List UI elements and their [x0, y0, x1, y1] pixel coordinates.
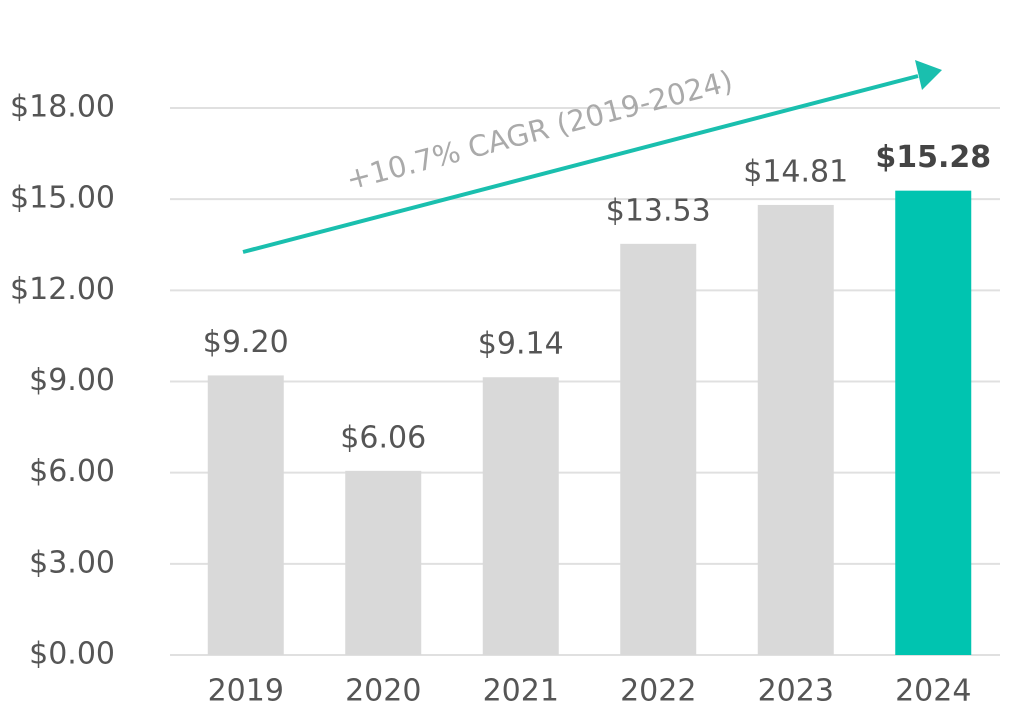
bar [345, 470, 422, 655]
arrow-head [915, 60, 942, 90]
x-tick-label: 2020 [345, 674, 421, 708]
value-label: $9.20 [203, 325, 289, 360]
bar [895, 190, 972, 655]
y-tick-label: $9.00 [29, 363, 115, 398]
y-tick-label: $6.00 [29, 454, 115, 489]
y-tick-label: $0.00 [29, 637, 115, 672]
value-label: $9.14 [478, 327, 564, 362]
x-tick-label: 2022 [620, 674, 696, 708]
x-tick-label: 2024 [895, 674, 971, 708]
x-tick-label: 2023 [758, 674, 834, 708]
bar [482, 377, 559, 655]
y-tick-label: $12.00 [10, 272, 115, 307]
value-label: $6.06 [340, 420, 426, 455]
value-label: $15.28 [875, 140, 991, 175]
y-tick-label: $15.00 [10, 181, 115, 216]
trend-arrow [242, 74, 919, 254]
x-tick-label: 2019 [208, 674, 284, 708]
value-label: $14.81 [743, 154, 848, 189]
bar [757, 204, 834, 655]
bar [207, 375, 284, 655]
y-tick-label: $18.00 [10, 90, 115, 125]
value-label: $13.53 [606, 193, 711, 228]
bar [620, 243, 697, 656]
y-tick-label: $3.00 [29, 545, 115, 580]
x-tick-label: 2021 [483, 674, 559, 708]
